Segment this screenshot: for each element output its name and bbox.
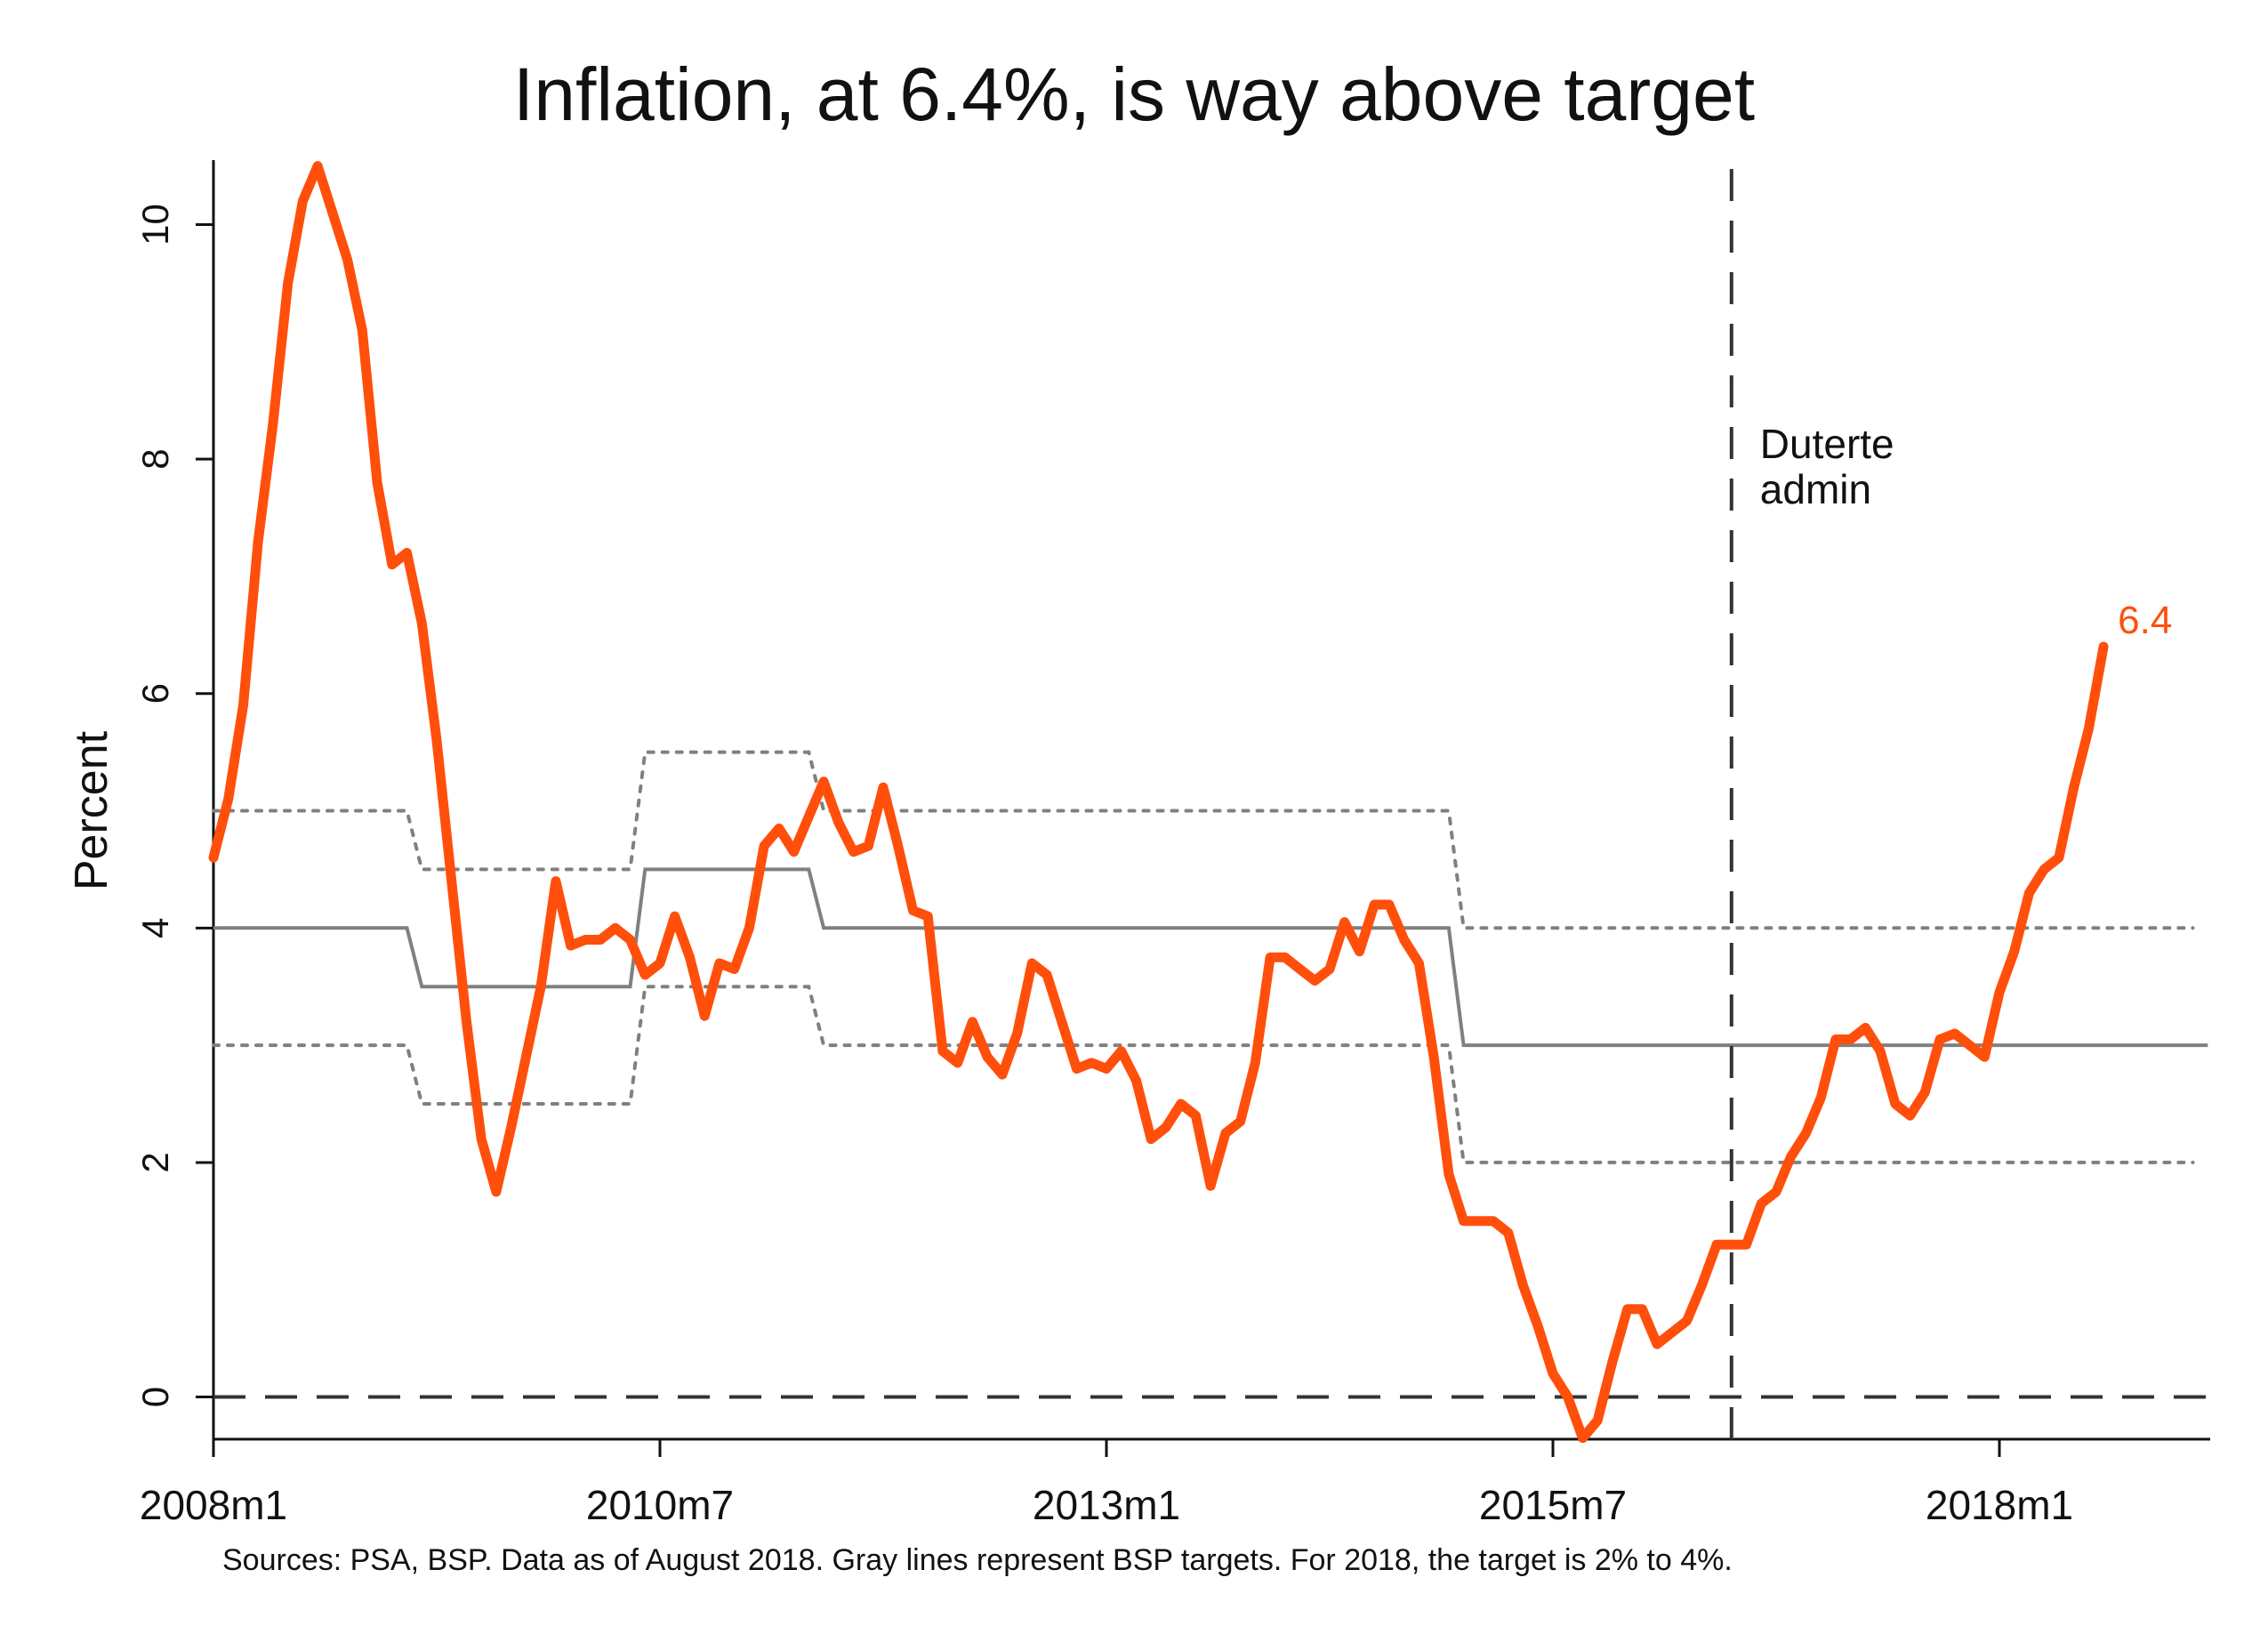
y-axis-title: Percent [66,730,117,890]
inflation-series-layer [208,161,2109,1444]
y-tick-label: 0 [134,1387,176,1407]
y-tick-label: 6 [134,683,176,704]
last-value-label: 6.4 [2118,599,2172,642]
target-line [213,867,2208,1048]
y-tick-label: 10 [134,204,176,245]
duterte-annotation: Duterte [1760,421,1894,467]
x-tick-label: 2018m1 [1926,1482,2073,1528]
admin-annotation: admin [1760,466,1871,512]
reference-lines-layer [213,169,2210,1439]
x-tick-label: 2010m7 [586,1482,734,1528]
y-tick-label: 4 [134,918,176,938]
chart-title: Inflation, at 6.4%, is way above target [512,52,1756,136]
target-bands-layer [212,750,2208,1164]
x-tick-label: 2015m7 [1479,1482,1627,1528]
source-note: Sources: PSA, BSP. Data as of August 201… [222,1543,1733,1577]
target-upper-line [212,750,2195,930]
y-tick-label: 2 [134,1152,176,1172]
axes-layer: 0 2 4 6 8 10 2008m1 2010m7 2013m1 2015m7 2018m1 Per… [66,160,2210,1528]
y-tick-label: 8 [134,448,176,469]
x-tick-label: 2008m1 [140,1482,287,1528]
inflation-line [208,161,2109,1444]
x-tick-label: 2013m1 [1033,1482,1180,1528]
